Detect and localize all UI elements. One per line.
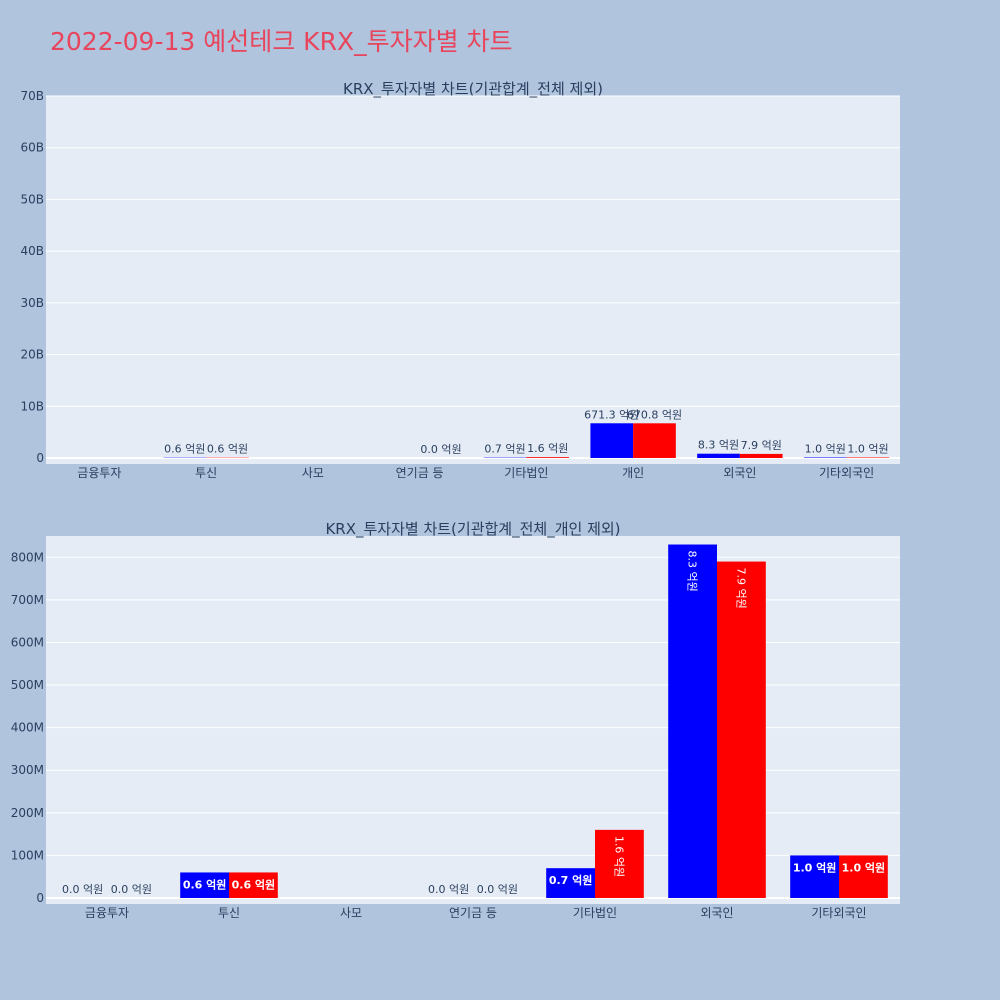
y-tick-label: 20B [20,348,44,362]
y-tick-label: 50B [20,192,44,206]
y-tick-label: 300M [11,763,44,777]
x-tick-label: 사모 [302,466,324,480]
x-tick-label: 금융투자 [77,466,121,480]
bar-sell [595,829,644,898]
page-title: 2022-09-13 예선테크 KRX_투자자별 차트 [50,27,513,56]
y-tick-label: 700M [11,593,44,607]
chart-all-investors: KRX_투자자별 차트(기관합계_전체 제외) 0 10B 20B 30B 40B 50B 6… [20,80,900,480]
chart-excluding-individuals: KRX_투자자별 차트(기관합계_전체_개인 제외) 0 100M 200M 300M 4… [11,520,900,920]
y-tick-label: 0 [36,891,44,905]
bar-sell [717,561,766,898]
bar-buy [546,868,595,898]
x-tick-label: 투신 [195,466,217,480]
bar-buy [697,453,740,458]
bar-buy [668,544,717,898]
bar-sell [846,457,890,458]
y-tick-label: 100M [11,848,44,862]
bar-sell [526,457,570,458]
y-tick-label: 500M [11,678,44,692]
data-label: 0.6 억원 [183,877,227,891]
y-tick-label: 800M [11,550,44,564]
data-label: 7.9 억원 [741,439,782,452]
plot-area [46,96,900,464]
data-label: 1.0 억원 [847,442,888,455]
data-label: 671.3 억원 [584,408,639,421]
y-tick-label: 0 [36,451,44,465]
data-label: 0.6 억원 [232,877,276,891]
y-tick-label: 200M [11,806,44,820]
x-tick-label: 연기금 등 [449,906,497,920]
data-label: 0.0 억원 [62,883,103,896]
x-tick-label: 기타법인 [504,466,548,480]
x-tick-label: 기타외국인 [811,906,866,920]
data-label: 8.3 억원 [698,439,739,452]
bar-buy [180,872,229,898]
data-label: 7.9 억원 [734,568,747,609]
bar-sell [739,453,783,458]
data-label: 0.6 억원 [207,443,248,456]
data-label: 0.0 억원 [477,883,518,896]
data-label: 1.0 억원 [793,860,837,874]
bar-sell [633,423,676,458]
plot-area [46,536,900,904]
x-tick-label: 기타법인 [573,906,617,920]
bar-sell [229,872,278,898]
x-tick-label: 연기금 등 [396,466,444,480]
data-label: 0.7 억원 [549,873,593,887]
data-label: 0.7 억원 [484,443,525,456]
x-tick-label: 기타외국인 [819,466,874,480]
y-tick-label: 400M [11,721,44,735]
bar-buy [590,423,634,458]
chart-title: KRX_투자자별 차트(기관합계_전체 제외) [343,80,603,99]
x-tick-label: 사모 [340,906,362,920]
bar-buy [803,457,847,458]
x-tick-label: 개인 [622,466,644,480]
data-label: 1.0 억원 [805,442,846,455]
chart-title: KRX_투자자별 차트(기관합계_전체_개인 제외) [325,520,620,539]
data-label: 0.6 억원 [164,443,205,456]
data-label: 0.0 억원 [428,883,469,896]
data-label: 0.0 억원 [111,883,152,896]
data-label: 670.8 억원 [627,408,682,421]
data-label: 0.0 억원 [420,443,461,456]
x-tick-label: 외국인 [723,466,756,480]
x-tick-label: 금융투자 [85,906,129,920]
y-tick-label: 40B [20,244,44,258]
y-tick-label: 600M [11,635,44,649]
y-tick-label: 30B [20,296,44,310]
x-tick-label: 외국인 [700,906,733,920]
data-label: 1.6 억원 [527,442,568,455]
bar-buy [790,855,839,898]
data-label: 8.3 억원 [686,551,699,592]
y-tick-label: 60B [20,141,44,155]
y-tick-label: 70B [20,89,44,103]
bar-sell [839,855,888,898]
data-label: 1.0 억원 [842,860,886,874]
data-label: 1.6 억원 [612,836,625,877]
y-tick-label: 10B [20,399,44,413]
x-tick-label: 투신 [218,906,240,920]
